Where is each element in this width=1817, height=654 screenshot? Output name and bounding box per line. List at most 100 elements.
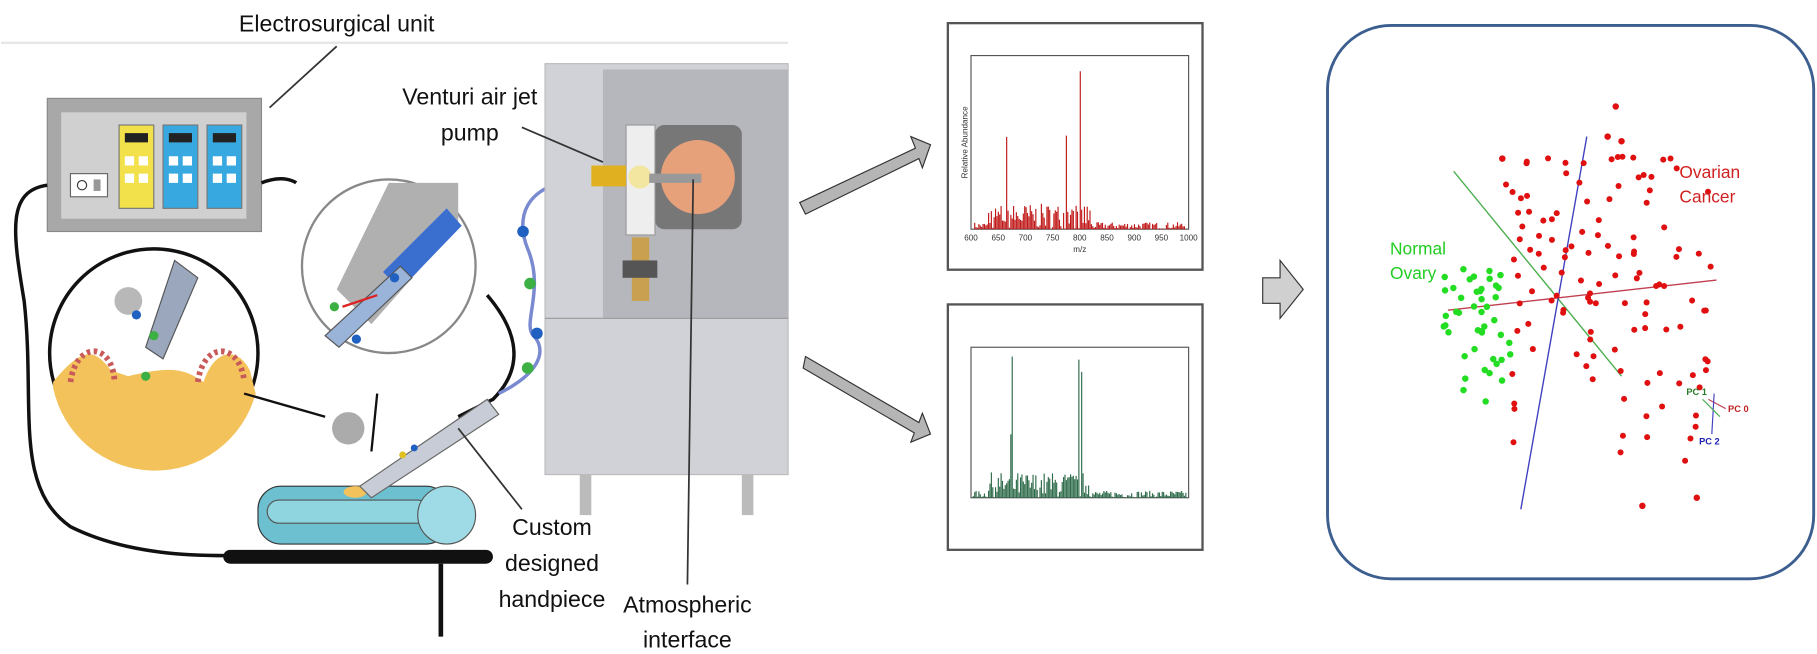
dot xyxy=(1536,232,1543,239)
dot xyxy=(1608,156,1615,163)
dot xyxy=(1580,160,1587,167)
cable xyxy=(457,294,516,419)
dot xyxy=(1535,250,1542,257)
dot xyxy=(1545,155,1552,162)
dot xyxy=(1661,224,1668,231)
dot xyxy=(1606,196,1613,203)
dot xyxy=(1502,181,1510,188)
dot xyxy=(1471,345,1478,353)
dot xyxy=(1642,311,1649,318)
dot xyxy=(1585,294,1592,301)
dot xyxy=(1478,285,1485,293)
dot xyxy=(1562,159,1569,166)
dot xyxy=(1619,153,1626,160)
dot xyxy=(1644,379,1651,386)
dot xyxy=(1527,246,1534,253)
dot xyxy=(1639,502,1646,510)
arrow xyxy=(1262,258,1304,320)
pc-label: PC 2 xyxy=(1699,437,1720,447)
dot xyxy=(1590,353,1597,360)
dot xyxy=(1636,269,1643,276)
dot xyxy=(1660,156,1667,163)
dot xyxy=(1486,267,1493,275)
dot xyxy=(1445,329,1452,336)
dot xyxy=(1604,242,1611,249)
dot xyxy=(1497,331,1505,339)
x-tick-label: 650 xyxy=(991,234,1005,243)
patient xyxy=(223,412,493,637)
handpiece-zoom xyxy=(300,178,477,355)
dot xyxy=(1648,173,1655,180)
dot xyxy=(1692,412,1699,419)
pc-label: PC 0 xyxy=(1728,404,1749,414)
dot xyxy=(1486,369,1493,377)
dot xyxy=(1705,188,1712,195)
dot xyxy=(1441,287,1449,294)
dot xyxy=(1511,405,1518,412)
dot xyxy=(1568,243,1575,250)
dot xyxy=(1576,179,1583,186)
dot xyxy=(1689,372,1696,379)
dot xyxy=(1589,376,1596,383)
dot xyxy=(1643,413,1650,420)
dot xyxy=(1631,248,1638,255)
dot xyxy=(1562,247,1569,254)
dot xyxy=(1663,326,1670,333)
dot xyxy=(1585,249,1592,256)
dot xyxy=(1621,395,1628,402)
label-electrosurgical-unit: Electrosurgical unit xyxy=(239,11,435,37)
dot xyxy=(1646,187,1653,194)
dot xyxy=(1483,303,1491,311)
dot xyxy=(1643,199,1650,206)
dot xyxy=(1548,216,1555,223)
dot xyxy=(1461,352,1468,360)
dot xyxy=(1596,280,1603,287)
pc-label: PC 1 xyxy=(1686,387,1707,397)
dot xyxy=(1509,188,1516,195)
dot xyxy=(1558,269,1565,276)
dot xyxy=(1523,160,1530,167)
label-line: Atmospheric xyxy=(623,592,752,618)
dot xyxy=(1675,246,1682,253)
dot xyxy=(1498,356,1505,364)
dot xyxy=(1594,232,1601,239)
dot xyxy=(1631,326,1638,333)
dot xyxy=(1457,294,1465,302)
dot xyxy=(1573,351,1580,358)
dot xyxy=(1478,295,1485,303)
dot xyxy=(1693,494,1701,501)
dot xyxy=(1506,339,1513,347)
dot xyxy=(1617,367,1624,374)
label-line: Custom xyxy=(512,514,592,540)
dot xyxy=(1511,400,1518,407)
x-tick-label: 950 xyxy=(1155,234,1169,243)
dot xyxy=(1579,228,1586,235)
leader xyxy=(686,179,695,585)
x-tick-label: 900 xyxy=(1127,234,1141,243)
dot xyxy=(1493,360,1500,368)
label-handpiece: Custom designed handpiece xyxy=(499,514,606,612)
dot xyxy=(1442,312,1450,320)
dot xyxy=(1509,370,1516,377)
dot xyxy=(1553,292,1560,299)
spectrum-panel: Relative Abundance m/z 600 650 700 750 800 85… xyxy=(946,21,1204,271)
dot xyxy=(1702,307,1709,314)
dot xyxy=(1450,284,1457,292)
dot xyxy=(1592,300,1599,307)
dot xyxy=(1656,370,1663,377)
dot xyxy=(1548,297,1555,304)
dot xyxy=(1583,363,1590,370)
spectrum-panel xyxy=(946,303,1204,551)
dot xyxy=(1514,327,1521,334)
label-line: Ovarian xyxy=(1679,162,1740,182)
dot xyxy=(1676,380,1683,387)
dot xyxy=(1656,281,1663,288)
dot xyxy=(1696,384,1703,391)
dot xyxy=(1525,320,1532,327)
dot xyxy=(1612,103,1619,110)
dot xyxy=(1595,217,1602,224)
arrow xyxy=(802,355,932,444)
dot xyxy=(1507,351,1514,358)
dot xyxy=(1470,303,1478,310)
